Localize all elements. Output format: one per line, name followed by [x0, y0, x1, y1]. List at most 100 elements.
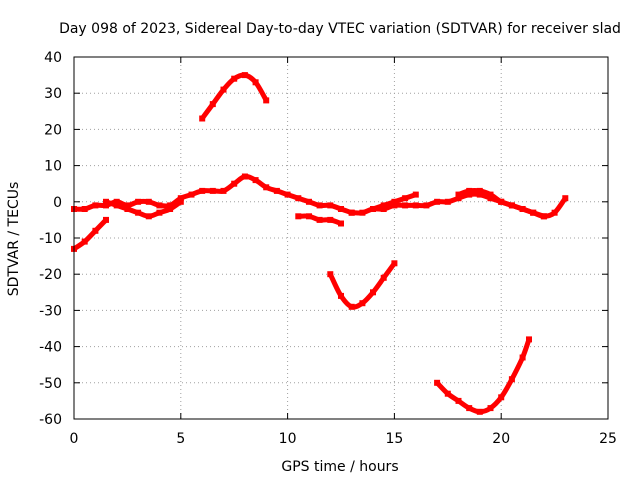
data-point	[231, 180, 238, 187]
x-tick-label: 25	[599, 431, 617, 447]
data-point	[199, 187, 206, 194]
data-point	[220, 86, 227, 93]
data-point	[476, 408, 483, 415]
data-point	[209, 187, 216, 194]
data-point	[156, 209, 163, 216]
data-point	[551, 209, 558, 216]
grid	[74, 57, 608, 419]
y-tick-label: -10	[39, 231, 62, 247]
chart-title: Day 098 of 2023, Sidereal Day-to-day VTE…	[59, 21, 621, 37]
y-axis-label: SDTVAR / TECUs	[6, 182, 22, 297]
data-point	[466, 187, 473, 194]
data-point	[113, 198, 120, 205]
data-point	[359, 300, 366, 307]
data-point	[124, 206, 131, 212]
x-axis-label: GPS time / hours	[281, 459, 398, 475]
x-tick-label: 10	[279, 431, 297, 447]
x-tick-label: 0	[70, 431, 79, 447]
data-point	[103, 198, 109, 205]
data-point	[348, 303, 355, 310]
data-point	[476, 187, 483, 194]
data-point	[177, 195, 184, 202]
data-point	[391, 260, 398, 267]
data-point	[412, 191, 419, 198]
data-point	[156, 202, 163, 209]
data-point	[519, 206, 526, 212]
data-series	[71, 72, 569, 415]
data-point	[327, 202, 334, 209]
data-point	[199, 115, 206, 122]
data-point	[295, 195, 302, 202]
data-point	[487, 195, 494, 202]
data-point	[359, 209, 366, 216]
data-point	[562, 195, 569, 202]
data-point	[380, 206, 387, 212]
data-point	[81, 238, 88, 245]
data-point	[455, 397, 462, 404]
data-point	[391, 198, 398, 205]
data-point	[273, 187, 280, 194]
x-tick-label: 20	[492, 431, 510, 447]
data-point	[327, 216, 334, 223]
data-point	[241, 173, 248, 180]
data-point	[241, 72, 248, 79]
x-tick-label: 5	[176, 431, 185, 447]
data-point	[530, 209, 537, 216]
data-point	[316, 216, 323, 223]
axis-ticks: 0 5 10 15 20 25 40 30 20 10 0 -10 -20 -30 -40 -50 -60	[39, 50, 617, 447]
data-point	[113, 202, 120, 209]
data-point	[252, 177, 259, 184]
data-point	[519, 354, 526, 361]
y-tick-label: 10	[44, 159, 62, 175]
data-point	[295, 213, 302, 220]
data-point	[167, 206, 174, 212]
data-point	[167, 202, 174, 209]
data-point	[263, 97, 270, 104]
data-point	[508, 376, 515, 383]
data-point	[348, 209, 355, 216]
data-point	[455, 191, 462, 198]
data-point	[476, 191, 483, 198]
data-point	[402, 202, 409, 209]
y-tick-label: -20	[39, 267, 62, 283]
data-point	[92, 202, 99, 209]
data-point	[263, 184, 270, 191]
data-point	[540, 213, 547, 220]
data-point	[466, 405, 473, 412]
series-arc-a	[71, 217, 109, 252]
data-point	[498, 198, 505, 205]
data-point	[338, 220, 344, 227]
data-point	[145, 198, 152, 205]
data-point	[412, 202, 419, 209]
data-point	[526, 336, 532, 343]
y-tick-label: -50	[39, 376, 62, 392]
data-point	[402, 195, 409, 202]
y-tick-label: -40	[39, 340, 62, 356]
data-point	[252, 79, 259, 86]
series-arc-j	[434, 336, 532, 415]
data-point	[380, 202, 387, 209]
data-point	[391, 202, 398, 209]
data-point	[209, 101, 216, 108]
data-point	[306, 198, 312, 205]
data-point	[455, 195, 462, 202]
data-point	[327, 271, 334, 278]
y-tick-label: 30	[44, 86, 62, 102]
data-point	[338, 292, 344, 299]
data-point	[220, 187, 227, 194]
data-point	[231, 75, 238, 82]
data-point	[284, 191, 291, 198]
y-tick-label: 20	[44, 122, 62, 138]
y-tick-label: -60	[39, 412, 62, 428]
data-point	[338, 206, 344, 212]
data-point	[135, 198, 142, 205]
data-point	[103, 216, 109, 223]
y-tick-label: 0	[53, 195, 62, 211]
data-point	[370, 206, 376, 212]
data-point	[444, 390, 451, 397]
x-tick-label: 15	[385, 431, 403, 447]
y-tick-label: -30	[39, 303, 62, 319]
data-point	[316, 202, 323, 209]
data-point	[135, 209, 142, 216]
